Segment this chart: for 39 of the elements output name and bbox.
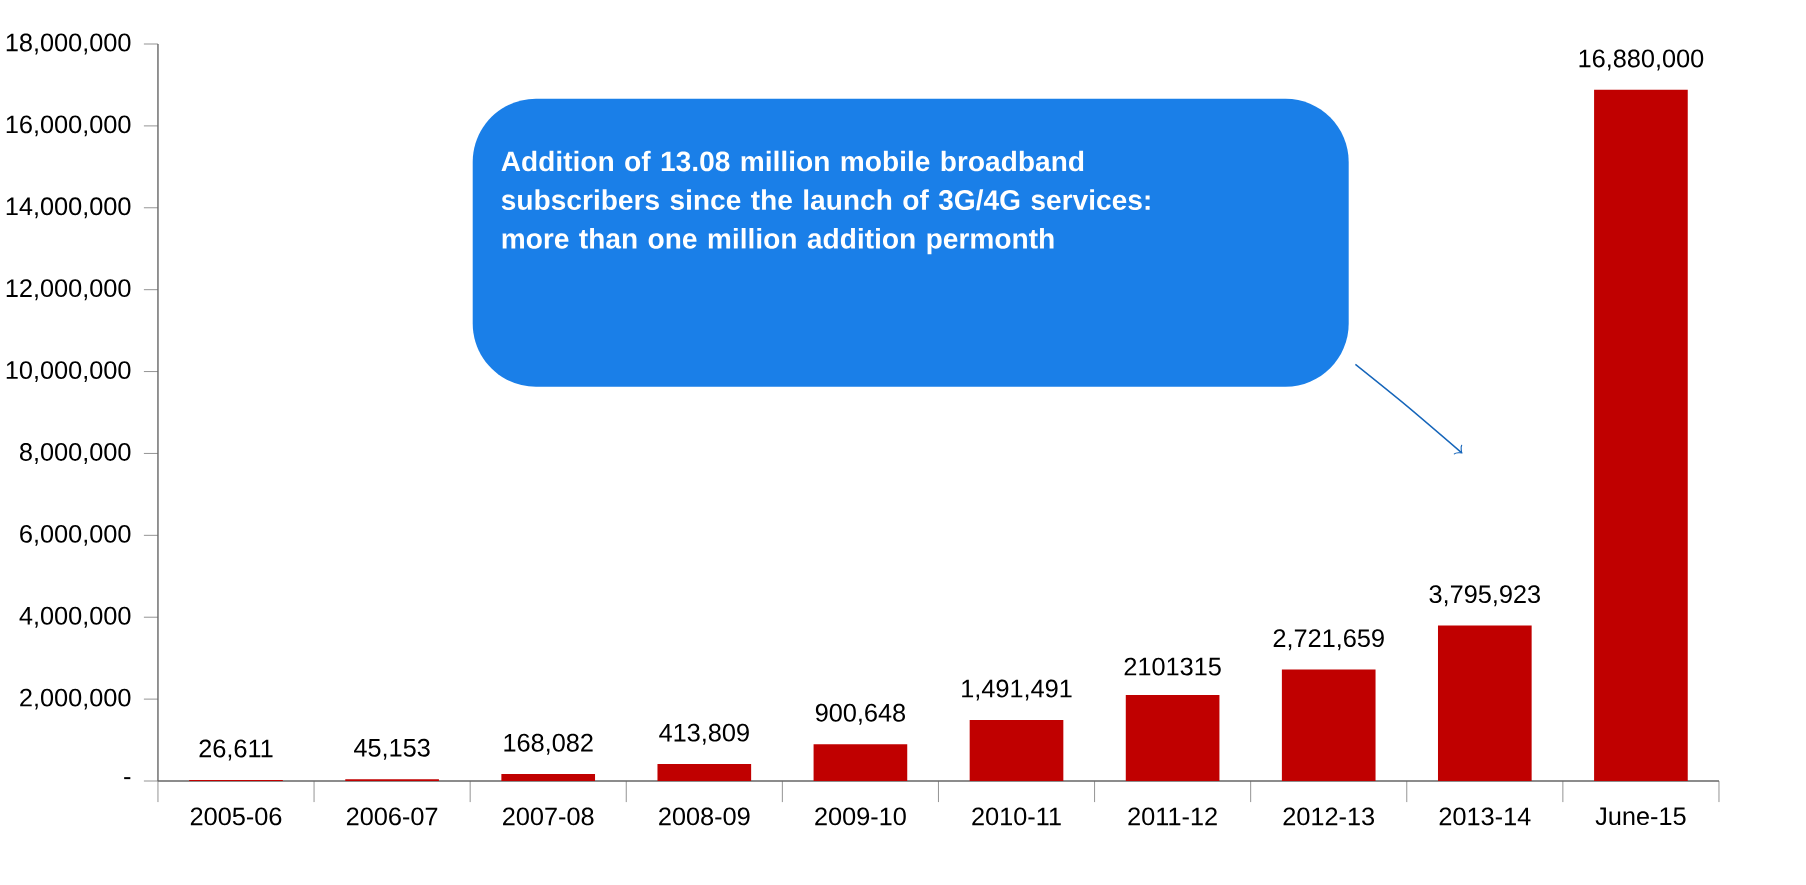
data-label: 45,153 xyxy=(354,738,430,760)
data-label: 26,611 xyxy=(199,739,273,761)
y-tick-label: 16,000,000 xyxy=(6,115,131,137)
bar xyxy=(1281,669,1376,781)
bar xyxy=(969,719,1064,781)
x-tick-label: 2010-11 xyxy=(972,807,1061,826)
data-label: 16,880,000 xyxy=(1579,49,1704,71)
bar xyxy=(813,744,908,781)
x-tick-label: 2011-12 xyxy=(1128,807,1217,826)
x-tick-label: 2009-10 xyxy=(815,807,906,826)
y-tick-label: 10,000,000 xyxy=(6,361,131,383)
bar xyxy=(501,774,596,781)
x-tick-label: 2006-07 xyxy=(346,807,438,826)
x-tick-label: 2005-06 xyxy=(190,807,282,826)
data-label: 900,648 xyxy=(815,703,906,725)
x-tick-label: 2008-09 xyxy=(659,807,750,826)
y-tick-label: 18,000,000 xyxy=(6,33,131,55)
y-tick-label: 6,000,000 xyxy=(20,524,131,546)
y-tick-label: 14,000,000 xyxy=(6,197,131,219)
data-label: 2101315 xyxy=(1124,657,1221,676)
data-label: 2,721,659 xyxy=(1273,629,1384,651)
bar xyxy=(657,764,752,781)
y-tick-label: 12,000,000 xyxy=(6,279,131,301)
data-label: 168,082 xyxy=(504,733,593,755)
data-label: 1,491,491 xyxy=(962,679,1072,701)
y-tick-label: 2,000,000 xyxy=(20,688,131,710)
x-tick-label: June-15 xyxy=(1595,807,1686,826)
y-tick-label: 8,000,000 xyxy=(20,443,131,464)
y-tick-label: 4,000,000 xyxy=(19,606,131,628)
data-label: 413,809 xyxy=(659,723,749,745)
x-tick-label: 2013-14 xyxy=(1439,807,1531,826)
x-tick-label: 2007-08 xyxy=(503,807,594,826)
bar xyxy=(1594,89,1688,781)
bar xyxy=(1437,625,1532,781)
annotation: Addition of 13.08 million mobile broadband subscribers since the launch of 3G/4G services: more than one million addition permonth xyxy=(501,150,1150,255)
bar xyxy=(1125,694,1220,781)
y-tick-label: - xyxy=(124,777,131,780)
x-tick-label: 2012-13 xyxy=(1283,807,1375,826)
data-label: 3,795,923 xyxy=(1429,585,1540,607)
